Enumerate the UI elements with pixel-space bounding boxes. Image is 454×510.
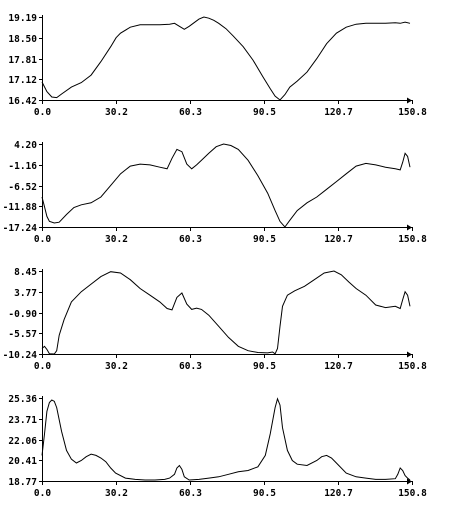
chart-3-y-tick-label: 3.77 bbox=[14, 288, 37, 299]
chart-1-x-tick-label: 120.7 bbox=[324, 107, 353, 118]
chart-3-x-tick-label: 90.5 bbox=[253, 361, 276, 372]
chart-2-y-tick-label: -11.88 bbox=[3, 202, 38, 213]
chart-2-x-tick-label: 0.0 bbox=[34, 234, 51, 245]
chart-3-series-line bbox=[41, 270, 411, 355]
chart-4-x-axis-arrow bbox=[407, 478, 412, 485]
chart-2-y-tick-label: -17.24 bbox=[3, 223, 38, 234]
chart-2-x-tick-label: 120.7 bbox=[324, 234, 353, 245]
chart-2-x-tick-label: 150.8 bbox=[398, 234, 427, 245]
chart-1-y-tick-label: 16.42 bbox=[8, 96, 37, 107]
chart-4-x-tick-label: 150.8 bbox=[398, 488, 427, 499]
chart-1-y-tick-label: 17.81 bbox=[8, 55, 37, 66]
chart-4-x-tick-label: 90.5 bbox=[253, 488, 276, 499]
chart-1-y-tick-label: 18.50 bbox=[8, 34, 37, 45]
chart-3-x-tick-label: 150.8 bbox=[398, 361, 427, 372]
chart-1-x-tick-label: 30.2 bbox=[105, 107, 128, 118]
chart-3-y-tick-label: -5.57 bbox=[8, 329, 37, 340]
chart-1-y-tick-label: 17.12 bbox=[8, 75, 37, 86]
chart-4-y-tick-label: 23.71 bbox=[8, 415, 37, 426]
chart-4-y-tick-label: 20.41 bbox=[8, 456, 37, 467]
chart-panel-3: 8.45 3.77 -0.90 -5.57 -10.240.0 30.2 60.3 90.5 1… bbox=[3, 267, 427, 372]
chart-4-x-tick-label: 60.3 bbox=[179, 488, 202, 499]
chart-1-series-line bbox=[41, 16, 411, 101]
chart-2-y-tick-label: -1.16 bbox=[8, 161, 37, 172]
chart-3-x-tick-label: 30.2 bbox=[105, 361, 128, 372]
chart-4-x-tick-label: 0.0 bbox=[34, 488, 51, 499]
chart-3-y-tick-label: -0.90 bbox=[8, 309, 37, 320]
chart-4-x-tick-label: 120.7 bbox=[324, 488, 353, 499]
chart-2-y-tick-label: -6.52 bbox=[8, 182, 37, 193]
chart-4-y-tick-label: 25.36 bbox=[8, 394, 37, 405]
chart-1-y-tick-label: 19.19 bbox=[8, 13, 37, 24]
chart-4-x-tick-label: 30.2 bbox=[105, 488, 128, 499]
chart-3-y-tick-label: 8.45 bbox=[14, 267, 37, 278]
chart-4-y-tick-label: 18.77 bbox=[8, 477, 37, 488]
chart-3-x-axis-arrow bbox=[407, 351, 412, 358]
chart-panel-2: 4.20 -1.16 -6.52 -11.88 -17.240.0 30.2 60.3 90.… bbox=[3, 140, 427, 245]
chart-3-x-tick-label: 60.3 bbox=[179, 361, 202, 372]
chart-3-x-tick-label: 0.0 bbox=[34, 361, 51, 372]
chart-1-x-tick-label: 0.0 bbox=[34, 107, 51, 118]
chart-3-y-tick-label: -10.24 bbox=[3, 350, 38, 361]
chart-2-x-axis-arrow bbox=[407, 224, 412, 231]
chart-2-y-tick-label: 4.20 bbox=[14, 140, 37, 151]
chart-2-series-line bbox=[41, 143, 411, 228]
chart-1-x-tick-label: 90.5 bbox=[253, 107, 276, 118]
chart-4-y-tick-label: 22.06 bbox=[8, 436, 37, 447]
chart-4-series-line bbox=[41, 397, 411, 481]
chart-1-x-axis-arrow bbox=[407, 97, 412, 104]
chart-2-x-tick-label: 60.3 bbox=[179, 234, 202, 245]
chart-2-x-tick-label: 90.5 bbox=[253, 234, 276, 245]
chart-1-x-tick-label: 60.3 bbox=[179, 107, 202, 118]
chart-panel-1: 19.19 18.50 17.81 17.12 16.420.0 30.2 60.3 90.5… bbox=[8, 13, 427, 118]
chart-panel-4: 25.36 23.71 22.06 20.41 18.770.0 30.2 60.3 90.5… bbox=[8, 394, 427, 499]
chart-1-x-tick-label: 150.8 bbox=[398, 107, 427, 118]
chart-3-x-tick-label: 120.7 bbox=[324, 361, 353, 372]
chart-2-x-tick-label: 30.2 bbox=[105, 234, 128, 245]
